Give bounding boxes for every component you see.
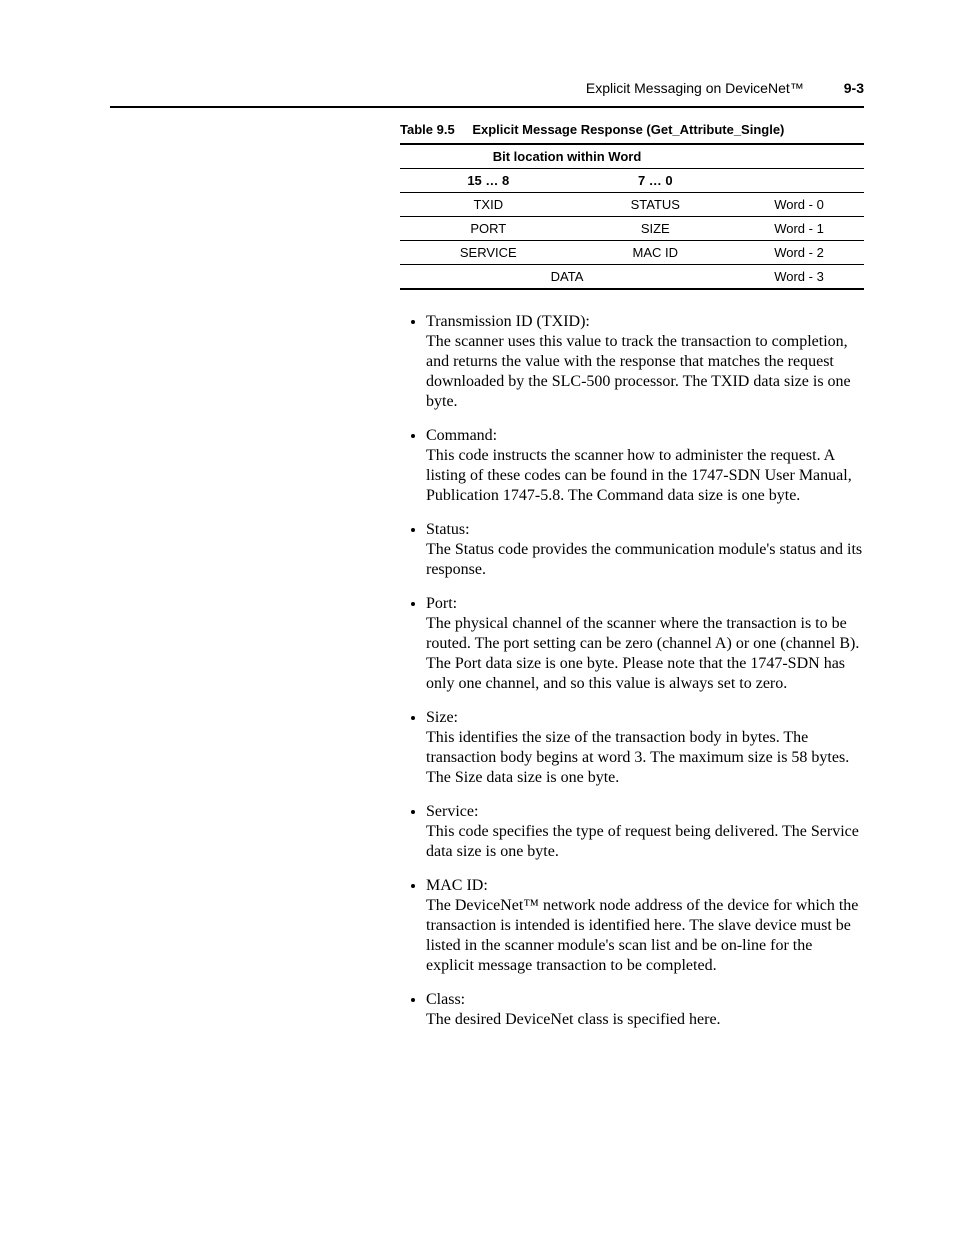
cell-word: Word - 3 [734, 265, 864, 290]
cell-high: PORT [400, 217, 577, 241]
term: MAC ID: [426, 877, 488, 894]
term: Service: [426, 803, 478, 820]
term: Transmission ID (TXID): [426, 313, 590, 330]
cell-high: SERVICE [400, 241, 577, 265]
list-item: Command: This code instructs the scanner… [426, 426, 864, 506]
message-table: Bit location within Word 15 … 8 7 … 0 TX… [400, 143, 864, 290]
table-number: Table 9.5 [400, 122, 455, 137]
description: This identifies the size of the transact… [426, 728, 864, 788]
page: Explicit Messaging on DeviceNet™ 9-3 Tab… [0, 0, 954, 1235]
list-item: Transmission ID (TXID): The scanner uses… [426, 312, 864, 412]
cell-word: Word - 0 [734, 193, 864, 217]
description: This code specifies the type of request … [426, 822, 864, 862]
table-row: SERVICE MAC ID Word - 2 [400, 241, 864, 265]
header-title: Explicit Messaging on DeviceNet™ [586, 80, 804, 96]
term: Class: [426, 991, 465, 1008]
cell-word: Word - 1 [734, 217, 864, 241]
description: The desired DeviceNet class is specified… [426, 1010, 864, 1030]
cell-data: DATA [400, 265, 734, 290]
content-column: Table 9.5 Explicit Message Response (Get… [400, 122, 864, 1030]
description: The Status code provides the communicati… [426, 540, 864, 580]
cell-low: SIZE [577, 217, 734, 241]
header-page-number: 9-3 [844, 80, 864, 96]
table-row: TXID STATUS Word - 0 [400, 193, 864, 217]
term: Port: [426, 595, 457, 612]
list-item: Service: This code specifies the type of… [426, 802, 864, 862]
col-bits-high: 15 … 8 [400, 169, 577, 193]
cell-word: Word - 2 [734, 241, 864, 265]
cell-low: STATUS [577, 193, 734, 217]
table-row: PORT SIZE Word - 1 [400, 217, 864, 241]
list-item: Status: The Status code provides the com… [426, 520, 864, 580]
description: The DeviceNet™ network node address of t… [426, 896, 864, 976]
table-caption: Table 9.5 Explicit Message Response (Get… [400, 122, 864, 137]
list-item: Port: The physical channel of the scanne… [426, 594, 864, 694]
list-item: Class: The desired DeviceNet class is sp… [426, 990, 864, 1030]
word-header-blank [734, 144, 864, 169]
running-header: Explicit Messaging on DeviceNet™ 9-3 [110, 80, 864, 96]
table-title: Explicit Message Response (Get_Attribute… [472, 122, 784, 137]
bit-location-header: Bit location within Word [400, 144, 734, 169]
cell-high: TXID [400, 193, 577, 217]
cell-low: MAC ID [577, 241, 734, 265]
list-item: Size: This identifies the size of the tr… [426, 708, 864, 788]
table-row-data: DATA Word - 3 [400, 265, 864, 290]
description: The physical channel of the scanner wher… [426, 614, 864, 694]
term: Size: [426, 709, 458, 726]
term: Command: [426, 427, 497, 444]
col-bits-low: 7 … 0 [577, 169, 734, 193]
header-rule [110, 106, 864, 108]
definitions-list: Transmission ID (TXID): The scanner uses… [410, 312, 864, 1030]
term: Status: [426, 521, 470, 538]
list-item: MAC ID: The DeviceNet™ network node addr… [426, 876, 864, 976]
description: This code instructs the scanner how to a… [426, 446, 864, 506]
description: The scanner uses this value to track the… [426, 332, 864, 412]
word-header-blank2 [734, 169, 864, 193]
